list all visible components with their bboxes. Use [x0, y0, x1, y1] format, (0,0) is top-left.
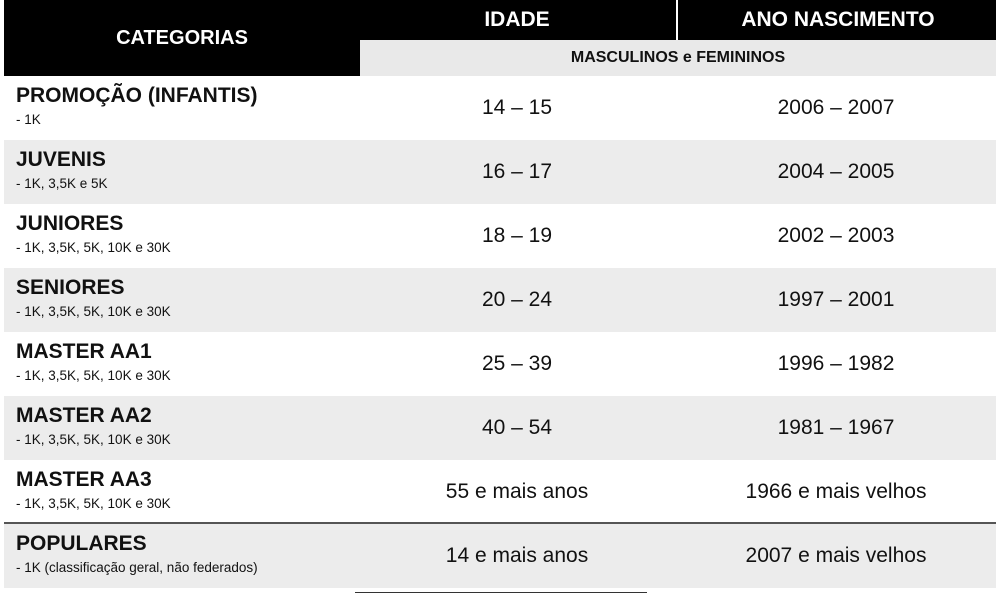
idade-cell: 14 e mais anos: [445, 544, 589, 567]
category-name: JUNIORES: [16, 212, 124, 235]
category-distances: - 1K, 3,5K, 5K, 10K e 30K: [16, 304, 171, 319]
idade-cell: 40 – 54: [481, 416, 553, 439]
category-cell: PROMOÇÃO (INFANTIS) - 1K: [16, 84, 258, 130]
category-distances: - 1K, 3,5K, 5K, 10K e 30K: [16, 496, 171, 511]
category-cell: MASTER AA2 - 1K, 3,5K, 5K, 10K e 30K: [16, 404, 171, 450]
category-distances: - 1K (classificação geral, não federados…: [16, 560, 258, 575]
ano-nascimento-cell: 2007 e mais velhos: [745, 544, 927, 567]
subheader-masculinos-femininos: MASCULINOS e FEMININOS: [360, 40, 996, 76]
ano-nascimento-cell: 1996 – 1982: [777, 352, 895, 375]
table-row: JUVENIS - 1K, 3,5K e 5K 16 – 17 2004 – 2…: [4, 140, 996, 204]
ano-nascimento-cell: 1966 e mais velhos: [745, 480, 927, 503]
ano-nascimento-cell: 2002 – 2003: [777, 224, 895, 247]
idade-cell: 20 – 24: [481, 288, 553, 311]
category-cell: JUNIORES - 1K, 3,5K, 5K, 10K e 30K: [16, 212, 171, 258]
idade-cell: 14 – 15: [481, 96, 553, 119]
header-categorias: CATEGORIAS: [4, 0, 360, 76]
ano-nascimento-cell: 2004 – 2005: [777, 160, 895, 183]
category-cell: SENIORES - 1K, 3,5K, 5K, 10K e 30K: [16, 276, 171, 322]
category-distances: - 1K, 3,5K, 5K, 10K e 30K: [16, 432, 171, 447]
table-row: MASTER AA3 - 1K, 3,5K, 5K, 10K e 30K 55 …: [4, 460, 996, 524]
category-name: MASTER AA3: [16, 468, 152, 491]
table-row: SENIORES - 1K, 3,5K, 5K, 10K e 30K 20 – …: [4, 268, 996, 332]
category-name: MASTER AA1: [16, 340, 152, 363]
category-name: POPULARES: [16, 532, 147, 555]
table-row: POPULARES - 1K (classificação geral, não…: [4, 522, 996, 588]
category-cell: MASTER AA3 - 1K, 3,5K, 5K, 10K e 30K: [16, 468, 171, 514]
category-name: SENIORES: [16, 276, 125, 299]
header-idade: IDADE: [484, 8, 550, 31]
idade-cell: 16 – 17: [481, 160, 553, 183]
table-row: MASTER AA2 - 1K, 3,5K, 5K, 10K e 30K 40 …: [4, 396, 996, 460]
idade-cell: 55 e mais anos: [445, 480, 589, 503]
category-name: JUVENIS: [16, 148, 106, 171]
category-distances: - 1K: [16, 112, 41, 127]
footer-divider: [355, 592, 647, 593]
table-row: JUNIORES - 1K, 3,5K, 5K, 10K e 30K 18 – …: [4, 204, 996, 268]
ano-nascimento-cell: 1997 – 2001: [777, 288, 895, 311]
category-distances: - 1K, 3,5K, 5K, 10K e 30K: [16, 240, 171, 255]
category-cell: MASTER AA1 - 1K, 3,5K, 5K, 10K e 30K: [16, 340, 171, 386]
category-cell: POPULARES - 1K (classificação geral, não…: [16, 532, 258, 578]
category-distances: - 1K, 3,5K, 5K, 10K e 30K: [16, 368, 171, 383]
idade-cell: 25 – 39: [481, 352, 553, 375]
idade-cell: 18 – 19: [481, 224, 553, 247]
category-name: MASTER AA2: [16, 404, 152, 427]
category-cell: JUVENIS - 1K, 3,5K e 5K: [16, 148, 108, 194]
category-name: PROMOÇÃO (INFANTIS): [16, 84, 258, 107]
table-row: MASTER AA1 - 1K, 3,5K, 5K, 10K e 30K 25 …: [4, 332, 996, 396]
ano-nascimento-cell: 2006 – 2007: [777, 96, 895, 119]
category-distances: - 1K, 3,5K e 5K: [16, 176, 108, 191]
table-row: PROMOÇÃO (INFANTIS) - 1K 14 – 15 2006 – …: [4, 76, 996, 140]
header-ano-nascimento: ANO NASCIMENTO: [676, 0, 998, 40]
ano-nascimento-cell: 1981 – 1967: [777, 416, 895, 439]
